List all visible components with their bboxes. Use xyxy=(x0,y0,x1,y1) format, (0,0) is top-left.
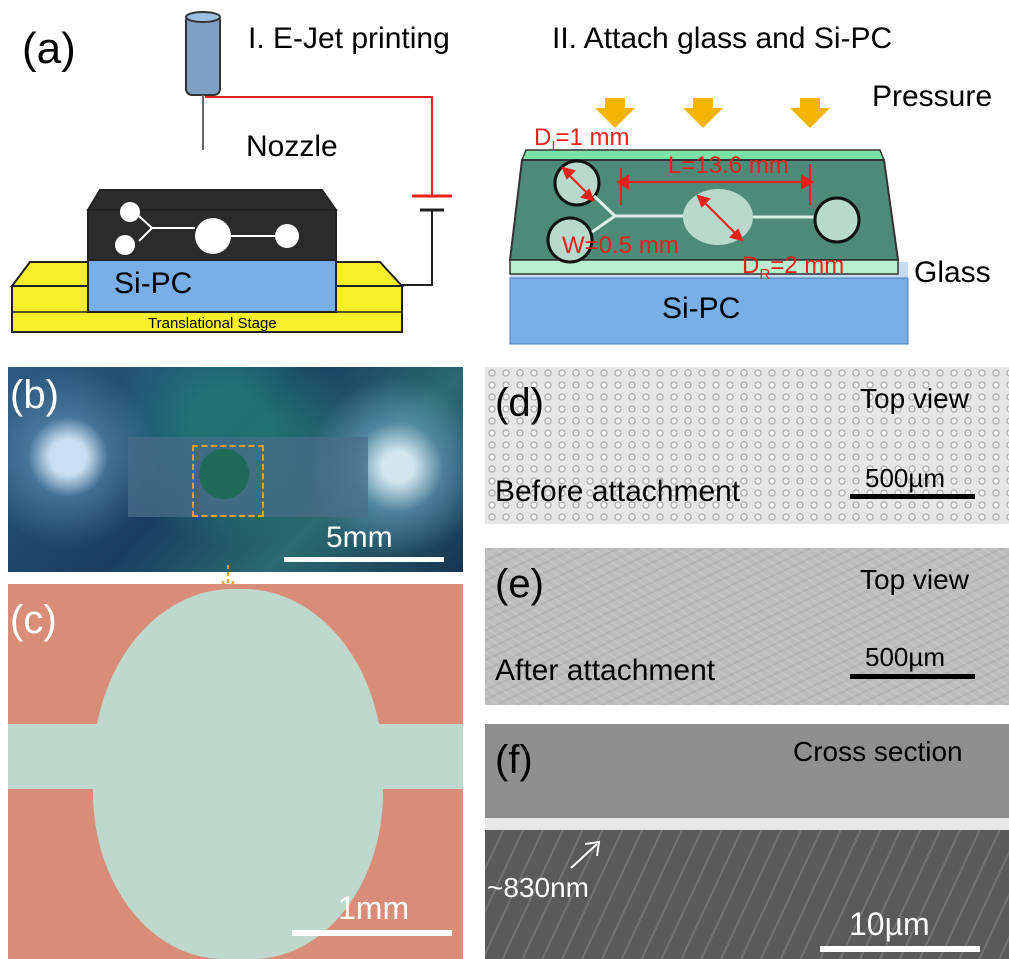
dim-width: W=0.5 mm xyxy=(562,232,679,259)
panel-a-label: (a) xyxy=(22,24,76,73)
panel-f-thickness: ~830nm xyxy=(487,872,589,903)
panel-d-scale-text: 500µm xyxy=(865,463,946,493)
panel-d-sem: (d) Top view Before attachment 500µm xyxy=(485,367,1009,524)
panel-e-label: (e) xyxy=(495,562,544,606)
film-layer xyxy=(485,818,1009,830)
panel-f-label: (f) xyxy=(495,738,533,782)
step2-title: II. Attach glass and Si-PC xyxy=(552,22,893,55)
panel-b-scalebar xyxy=(284,557,444,562)
power-wire xyxy=(205,96,433,196)
dim-inlet-diameter: DI=1 mm xyxy=(534,124,630,155)
pressure-arrows xyxy=(595,98,830,128)
sipc-block-blue xyxy=(87,259,337,313)
panel-c-scale-text: 1mm xyxy=(338,890,410,926)
sipc-label-right: Si-PC xyxy=(662,292,741,325)
panel-e-scale-text: 500µm xyxy=(865,642,946,672)
panel-e-scalebar xyxy=(850,674,975,679)
panel-f-sem: (f) Cross section ~830nm 10µm xyxy=(485,724,1009,959)
sipc-substrate xyxy=(509,277,909,345)
panel-e-view: Top view xyxy=(860,564,969,595)
dimension-arrows xyxy=(561,164,814,242)
panel-a-schematic xyxy=(10,11,909,345)
panel-d-label: (d) xyxy=(495,381,544,425)
panel-d-scalebar xyxy=(850,494,975,499)
panel-c-micrograph: (c) 1mm xyxy=(8,584,463,959)
panel-f-view: Cross section xyxy=(793,736,963,767)
panel-d-caption: Before attachment xyxy=(495,475,741,508)
step1-title: I. E-Jet printing xyxy=(248,22,450,55)
panel-f-scale-text: 10µm xyxy=(849,906,930,942)
panel-b-photo: (b) 5mm xyxy=(8,367,463,572)
glass-label: Glass xyxy=(914,256,991,289)
panel-e-caption: After attachment xyxy=(495,654,716,687)
reservoir-disc xyxy=(93,589,383,959)
panel-a: (a) I. E-Jet printing II. Attach glass a… xyxy=(0,0,1009,350)
substrate-region xyxy=(485,824,1009,959)
panel-d-view: Top view xyxy=(860,383,969,414)
sipc-label-left: Si-PC xyxy=(114,267,193,300)
panel-f-scalebar xyxy=(820,946,980,952)
panel-b-scale-text: 5mm xyxy=(326,521,393,554)
panel-e-sem: (e) Top view After attachment 500µm xyxy=(485,548,1009,705)
stage-label: Translational Stage xyxy=(148,315,277,332)
selection-box xyxy=(192,445,264,517)
panel-c-scalebar xyxy=(292,930,452,936)
panel-b-label: (b) xyxy=(10,373,59,417)
nozzle-label: Nozzle xyxy=(246,130,338,163)
dim-reservoir-diameter: DR=2 mm xyxy=(742,252,845,283)
reservoir-photo xyxy=(199,449,249,499)
pressure-label: Pressure xyxy=(872,80,993,113)
thickness-arrow xyxy=(570,840,601,869)
nozzle-top xyxy=(185,11,221,23)
dim-length: L=13.6 mm xyxy=(668,152,789,179)
nozzle-body xyxy=(185,14,221,96)
glass-bottom-edge xyxy=(509,259,899,275)
panel-c-label: (c) xyxy=(10,598,57,642)
